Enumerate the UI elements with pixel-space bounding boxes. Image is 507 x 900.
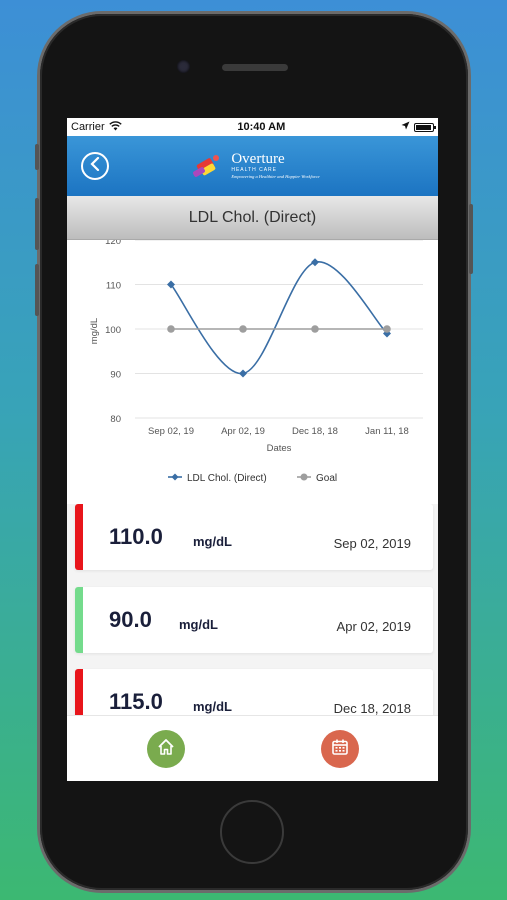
x-tick-label: Apr 02, 19 bbox=[221, 426, 265, 437]
calendar-button[interactable] bbox=[321, 730, 359, 768]
power-button bbox=[469, 204, 473, 274]
wifi-icon bbox=[108, 120, 122, 134]
ldl-series-line bbox=[170, 261, 388, 375]
page-title-bar: LDL Chol. (Direct) bbox=[67, 196, 438, 240]
reading-card[interactable]: 110.0 mg/dL Sep 02, 2019 bbox=[75, 504, 433, 570]
ldl-data-point bbox=[311, 258, 319, 267]
back-button[interactable] bbox=[81, 152, 109, 180]
reading-value: 110.0 bbox=[109, 524, 163, 549]
status-bar: Carrier 10:40 AM bbox=[67, 118, 438, 136]
reading-date: Dec 18, 2018 bbox=[333, 701, 411, 715]
reading-value: 115.0 bbox=[109, 689, 163, 714]
logo-title: Overture bbox=[231, 151, 285, 167]
x-tick-label: Sep 02, 19 bbox=[148, 426, 194, 437]
home-button[interactable] bbox=[147, 730, 185, 768]
battery-icon bbox=[413, 122, 436, 132]
volume-up-button bbox=[35, 198, 39, 250]
x-tick-label: Dec 18, 18 bbox=[292, 426, 338, 437]
goal-data-point bbox=[239, 325, 247, 333]
page-title: LDL Chol. (Direct) bbox=[188, 208, 317, 226]
legend-ldl-label: LDL Chol. (Direct) bbox=[187, 473, 267, 484]
home-icon bbox=[156, 737, 176, 762]
goal-data-point bbox=[383, 325, 391, 333]
reading-card[interactable]: 90.0 mg/dL Apr 02, 2019 bbox=[75, 587, 433, 653]
earpiece-speaker bbox=[222, 64, 288, 71]
status-indicator bbox=[75, 669, 83, 715]
logo-tagline: Empowering a Healthier and Happier Workf… bbox=[231, 174, 320, 179]
y-tick-label: 80 bbox=[110, 414, 121, 425]
chart-svg: 120 110 100 90 80 Sep 02, 19 Apr 02, 19 Dec 18,… bbox=[89, 240, 423, 484]
ldl-data-point bbox=[167, 280, 175, 289]
x-tick-label: Jan 11, 18 bbox=[365, 426, 409, 437]
y-tick-label: 110 bbox=[106, 281, 121, 292]
app-header: Overture HEALTH CARE Empowering a Health… bbox=[67, 136, 438, 196]
reading-date: Sep 02, 2019 bbox=[333, 536, 411, 551]
status-indicator bbox=[75, 504, 83, 570]
status-time: 10:40 AM bbox=[237, 121, 286, 133]
calendar-icon bbox=[330, 737, 350, 762]
company-logo: Overture HEALTH CARE Empowering a Health… bbox=[191, 151, 320, 180]
legend-ldl-marker bbox=[171, 473, 179, 481]
reading-value: 90.0 bbox=[109, 607, 152, 632]
legend-goal-marker bbox=[300, 473, 308, 481]
goal-data-point bbox=[167, 325, 175, 333]
logo-mark-icon bbox=[191, 152, 225, 180]
legend-goal-label: Goal bbox=[316, 473, 337, 484]
location-arrow-icon bbox=[401, 121, 410, 133]
ldl-chart: 120 110 100 90 80 Sep 02, 19 Apr 02, 19 Dec 18,… bbox=[67, 240, 438, 505]
carrier-label: Carrier bbox=[71, 121, 105, 133]
reading-card[interactable]: 115.0 mg/dL Dec 18, 2018 bbox=[75, 669, 433, 715]
app-screen: Carrier 10:40 AM bbox=[67, 118, 438, 781]
reading-unit: mg/dL bbox=[193, 699, 232, 714]
device-home-button[interactable] bbox=[220, 800, 284, 864]
y-axis-label: mg/dL bbox=[89, 318, 100, 344]
y-tick-label: 120 bbox=[105, 240, 121, 247]
tab-bar bbox=[67, 715, 438, 781]
reading-date: Apr 02, 2019 bbox=[336, 619, 411, 634]
reading-unit: mg/dL bbox=[179, 617, 218, 632]
chevron-left-icon bbox=[90, 156, 100, 175]
readings-list: 110.0 mg/dL Sep 02, 2019 90.0 mg/dL Apr … bbox=[67, 504, 438, 715]
status-indicator bbox=[75, 587, 83, 653]
front-camera bbox=[177, 60, 190, 73]
goal-data-point bbox=[311, 325, 319, 333]
logo-subtitle: HEALTH CARE bbox=[231, 167, 277, 173]
mute-switch bbox=[35, 144, 39, 170]
x-axis-label: Dates bbox=[267, 443, 292, 454]
ldl-data-point bbox=[239, 369, 247, 378]
y-tick-label: 90 bbox=[110, 370, 121, 381]
y-tick-label: 100 bbox=[105, 325, 121, 336]
volume-down-button bbox=[35, 264, 39, 316]
reading-unit: mg/dL bbox=[193, 534, 232, 549]
